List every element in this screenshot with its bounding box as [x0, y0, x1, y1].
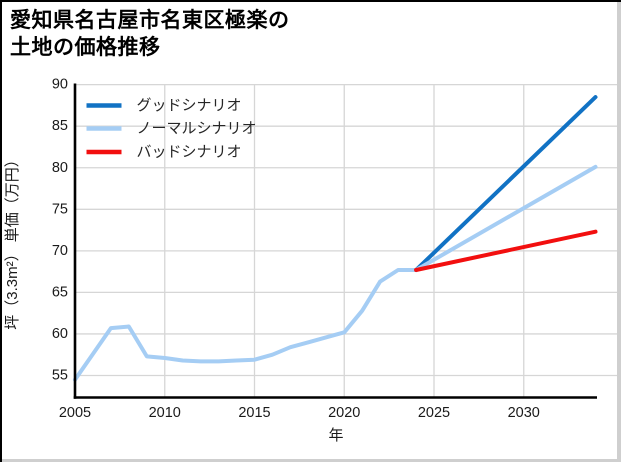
page-border-left: [0, 0, 2, 462]
y-tick-label: 90: [52, 77, 68, 93]
legend-label-good: グッドシナリオ: [137, 97, 242, 114]
y-tick-label: 70: [52, 243, 68, 259]
x-tick-label: 2025: [418, 405, 450, 421]
series-line-history: [73, 268, 419, 382]
y-tick-label: 85: [52, 118, 68, 134]
x-tick-label: 2030: [508, 405, 540, 421]
chart-title-line2: 土地の価格推移: [10, 36, 161, 59]
series-line-good: [414, 95, 598, 272]
x-tick-label: 2005: [59, 405, 91, 421]
y-tick-label: 80: [52, 160, 68, 176]
series-line-normal: [414, 164, 598, 272]
chart-title: 愛知県名古屋市名東区極楽の 土地の価格推移: [10, 7, 290, 61]
page-border-top: [0, 0, 621, 2]
y-axis-title: 坪（3.3m²） 単価（万円）: [4, 152, 21, 330]
y-tick-label: 60: [52, 326, 68, 342]
x-tick-label: 2010: [149, 405, 181, 421]
page-border-right: [617, 0, 621, 462]
x-tick-label: 2015: [238, 405, 270, 421]
y-tick-label: 55: [52, 368, 68, 384]
chart-title-line1: 愛知県名古屋市名東区極楽の: [10, 9, 290, 32]
legend-label-bad: バッドシナリオ: [137, 144, 242, 161]
x-axis-title: 年: [328, 427, 343, 444]
y-tick-label: 75: [52, 201, 68, 217]
legend-label-normal: ノーマルシナリオ: [137, 120, 257, 137]
series-line-bad: [414, 229, 598, 272]
page-border-bottom: [0, 459, 621, 462]
y-tick-label: 65: [52, 284, 68, 300]
x-tick-label: 2020: [328, 405, 360, 421]
